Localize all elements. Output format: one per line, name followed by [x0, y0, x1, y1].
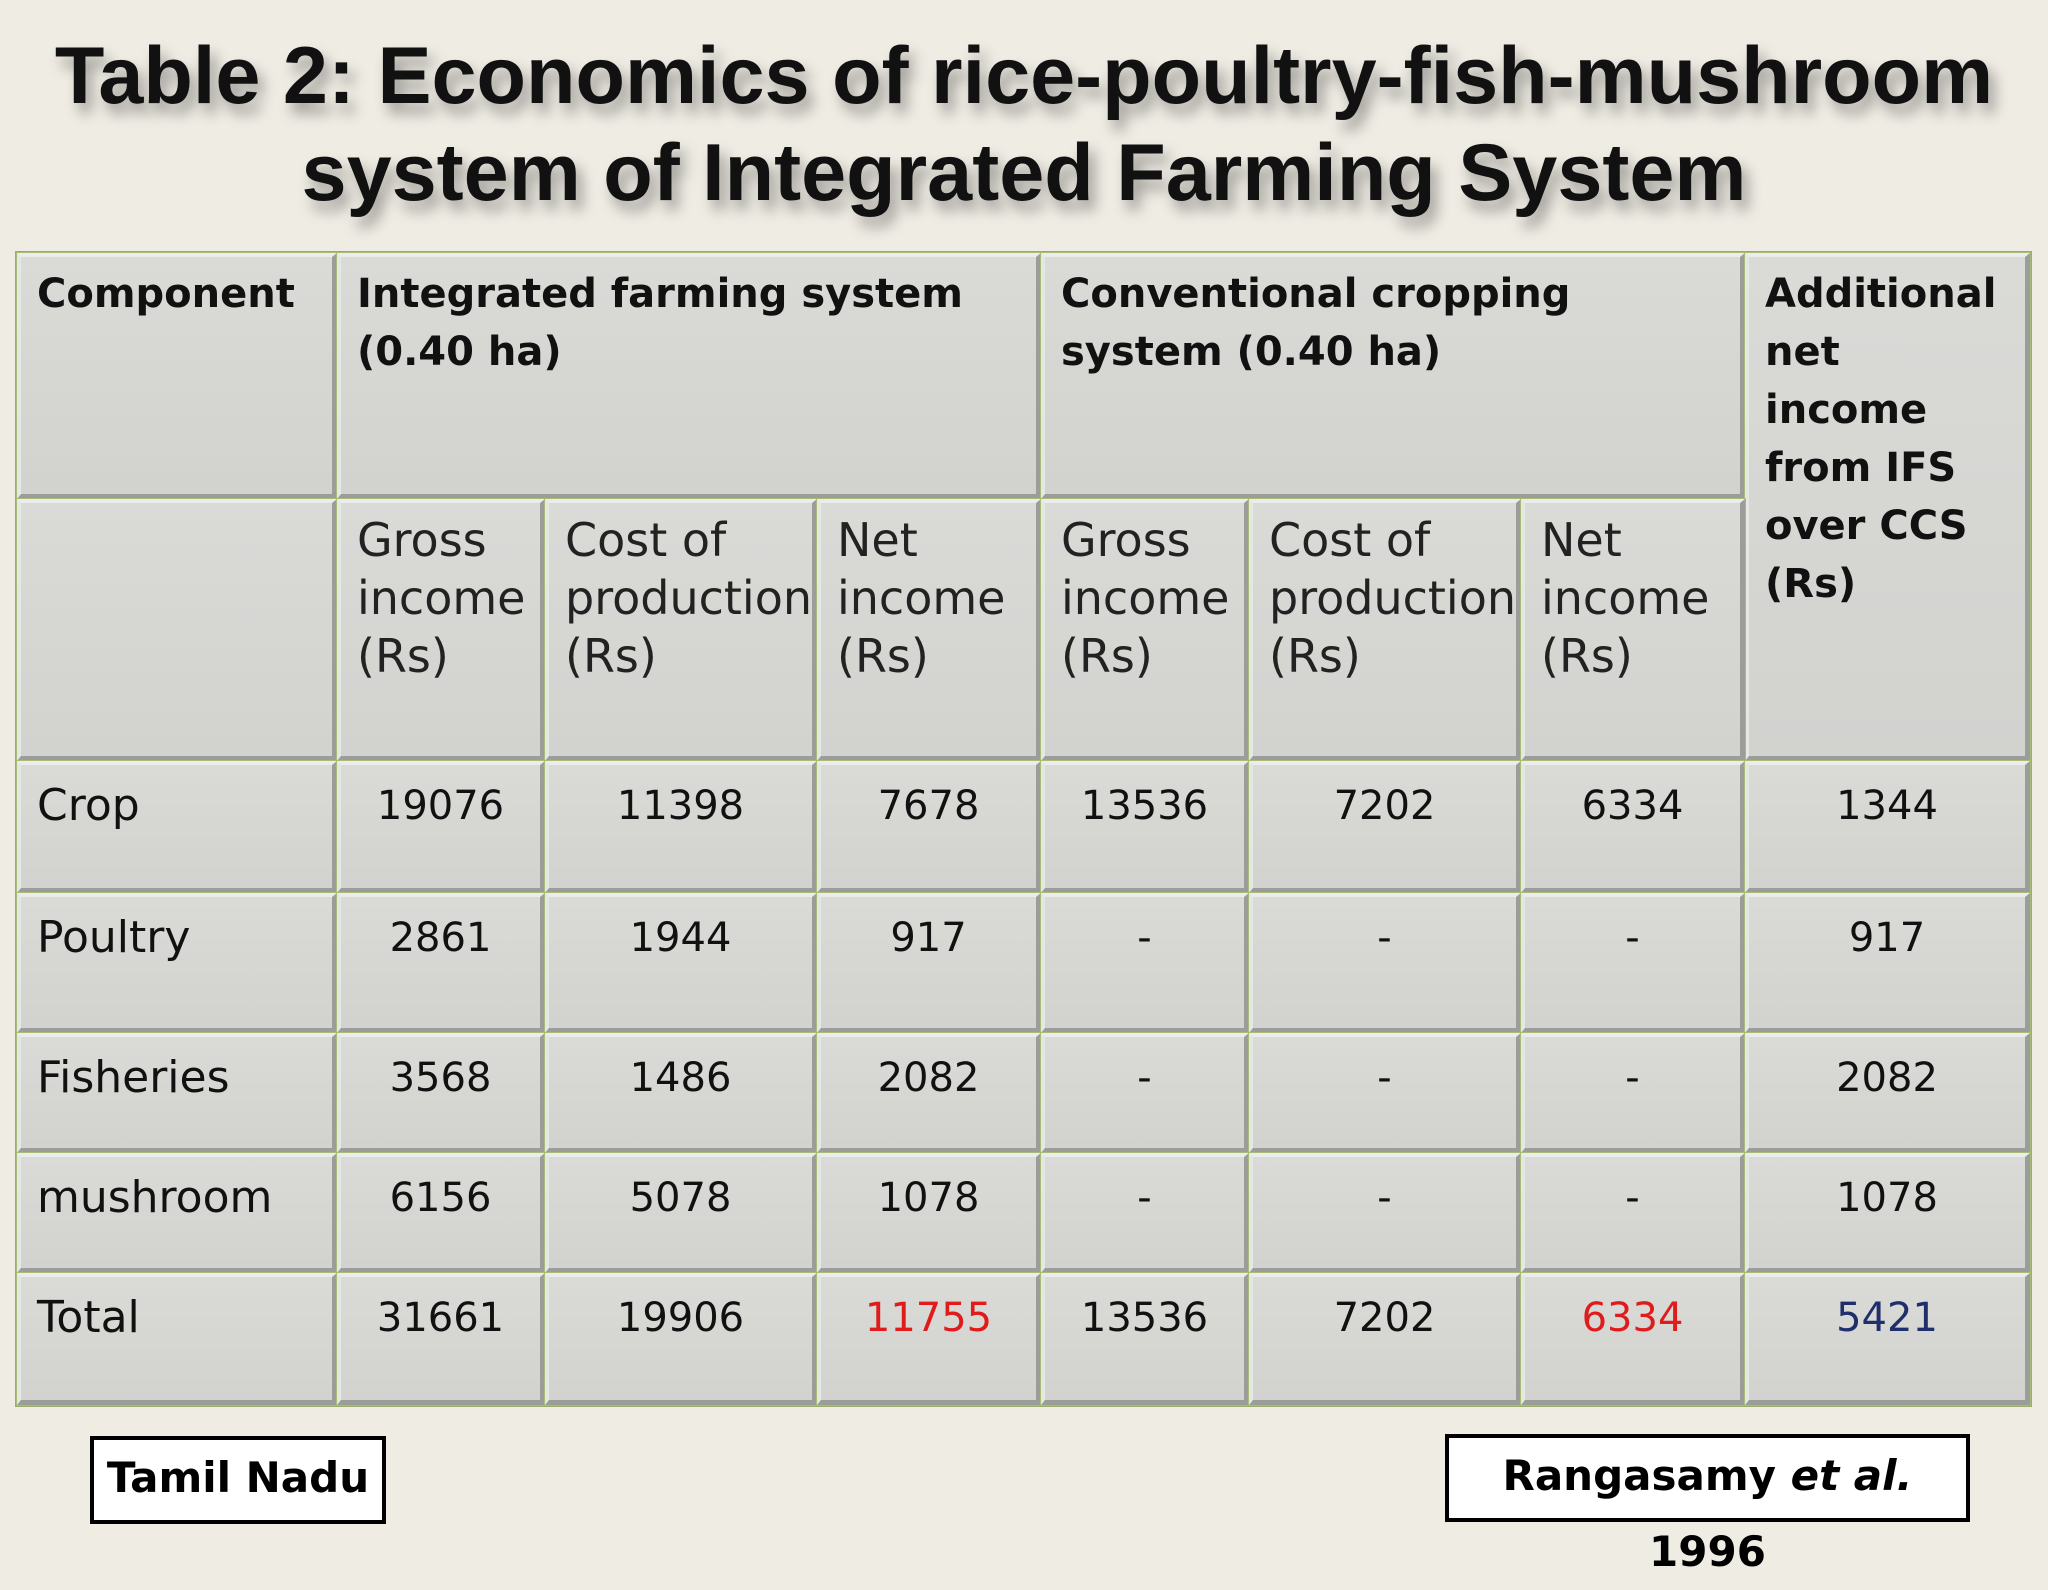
row-mushroom-ccs-gross: - — [1040, 1152, 1250, 1274]
row-total-ccs-net: 6334 — [1520, 1272, 1746, 1406]
row-poultry-ccs-cost: - — [1248, 892, 1522, 1034]
header-ifs-cost: Cost of production (Rs) — [544, 498, 818, 762]
row-fisheries-component: Fisheries — [16, 1032, 338, 1154]
header-ifs-gross: Gross income (Rs) — [336, 498, 546, 762]
row-total-additional: 5421 — [1744, 1272, 2031, 1406]
row-total-component: Total — [16, 1272, 338, 1406]
row-fisheries-ccs-cost: - — [1248, 1032, 1522, 1154]
header-ccs: Conventional cropping system (0.40 ha) — [1040, 252, 1746, 500]
economics-table: Component Integrated farming system (0.4… — [15, 251, 2032, 1407]
row-total-ccs-cost: 7202 — [1248, 1272, 1522, 1406]
header-ifs: Integrated farming system (0.40 ha) — [336, 252, 1042, 500]
row-crop-ccs-net: 6334 — [1520, 760, 1746, 894]
citation-year: 1996 — [1649, 1527, 1766, 1576]
row-fisheries-ifs-cost: 1486 — [544, 1032, 818, 1154]
row-mushroom-ifs-cost: 5078 — [544, 1152, 818, 1274]
row-fisheries-ccs-net: - — [1520, 1032, 1746, 1154]
citation-etal: et al. — [1790, 1451, 1913, 1500]
citation-badge: Rangasamy et al. 1996 — [1445, 1434, 1970, 1576]
row-crop-ccs-gross: 13536 — [1040, 760, 1250, 894]
row-total-ccs-gross: 13536 — [1040, 1272, 1250, 1406]
header-ccs-gross: Gross income (Rs) — [1040, 498, 1250, 762]
row-total-ifs-cost: 19906 — [544, 1272, 818, 1406]
row-poultry-additional: 917 — [1744, 892, 2031, 1034]
row-fisheries-additional: 2082 — [1744, 1032, 2031, 1154]
row-mushroom-ifs-net: 1078 — [816, 1152, 1042, 1274]
location-badge: Tamil Nadu — [90, 1436, 386, 1524]
row-mushroom-ccs-cost: - — [1248, 1152, 1522, 1274]
row-crop-ifs-net: 7678 — [816, 760, 1042, 894]
row-crop-ccs-cost: 7202 — [1248, 760, 1522, 894]
row-total-ifs-net: 11755 — [816, 1272, 1042, 1406]
row-poultry-ccs-gross: - — [1040, 892, 1250, 1034]
row-crop-additional: 1344 — [1744, 760, 2031, 894]
row-fisheries-ifs-net: 2082 — [816, 1032, 1042, 1154]
slide-title: Table 2: Economics of rice-poultry-fish-… — [0, 28, 2048, 222]
location-label: Tamil Nadu — [106, 1453, 370, 1502]
title-line-2: system of Integrated Farming System — [301, 128, 1747, 218]
row-crop-ifs-gross: 19076 — [336, 760, 546, 894]
header-additional: Additional net income from IFS over CCS … — [1744, 252, 2031, 762]
header-component: Component — [16, 252, 338, 500]
row-poultry-ccs-net: - — [1520, 892, 1746, 1034]
citation-author: Rangasamy — [1502, 1451, 1776, 1500]
row-fisheries-ccs-gross: - — [1040, 1032, 1250, 1154]
row-crop-ifs-cost: 11398 — [544, 760, 818, 894]
row-mushroom-additional: 1078 — [1744, 1152, 2031, 1274]
row-mushroom-ccs-net: - — [1520, 1152, 1746, 1274]
row-poultry-ifs-cost: 1944 — [544, 892, 818, 1034]
row-poultry-ifs-net: 917 — [816, 892, 1042, 1034]
title-line-1: Table 2: Economics of rice-poultry-fish-… — [54, 31, 1994, 121]
row-total-ifs-gross: 31661 — [336, 1272, 546, 1406]
header-ifs-net: Net income (Rs) — [816, 498, 1042, 762]
row-fisheries-ifs-gross: 3568 — [336, 1032, 546, 1154]
row-poultry-ifs-gross: 2861 — [336, 892, 546, 1034]
header-ccs-cost: Cost of production (Rs) — [1248, 498, 1522, 762]
row-crop-component: Crop — [16, 760, 338, 894]
header-component-blank — [16, 498, 338, 762]
row-mushroom-component: mushroom — [16, 1152, 338, 1274]
header-ccs-net: Net income (Rs) — [1520, 498, 1746, 762]
row-mushroom-ifs-gross: 6156 — [336, 1152, 546, 1274]
row-poultry-component: Poultry — [16, 892, 338, 1034]
